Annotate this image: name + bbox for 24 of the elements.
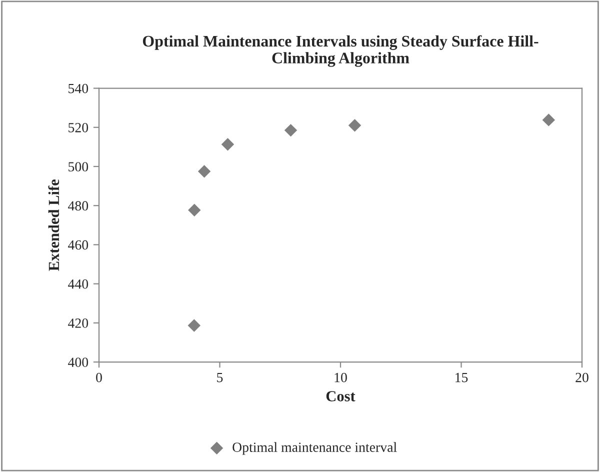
x-tick-label: 15: [456, 372, 468, 382]
point: [188, 319, 201, 332]
point: [284, 124, 298, 137]
point: [221, 138, 234, 151]
point: [348, 119, 362, 132]
y-tick-label: 440: [68, 279, 88, 289]
y-tick-label: 480: [68, 201, 88, 211]
point: [198, 165, 211, 178]
y-tick-label: 400: [68, 358, 88, 367]
point: [542, 114, 556, 126]
chart-title: Optimal Maintenance Intervals using Steady Surface Hill- Climbing Algorithm: [142, 35, 538, 67]
x-tick-label: 0: [96, 372, 102, 382]
y-axis-title: Extended Life: [48, 179, 60, 271]
x-axis-title: Cost: [326, 391, 356, 402]
x-tick-label: 5: [217, 372, 223, 382]
x-tick-label: 10: [334, 372, 347, 382]
y-tick-label: 420: [68, 318, 88, 328]
x-tick-label: 20: [576, 372, 588, 382]
point: [188, 204, 201, 216]
legend-label: Optimal maintenance interval: [232, 442, 397, 455]
y-tick-label: 460: [68, 240, 88, 250]
y-tick-label: 520: [68, 122, 88, 132]
y-tick-label: 540: [68, 84, 88, 94]
y-tick-label: 500: [68, 162, 88, 172]
